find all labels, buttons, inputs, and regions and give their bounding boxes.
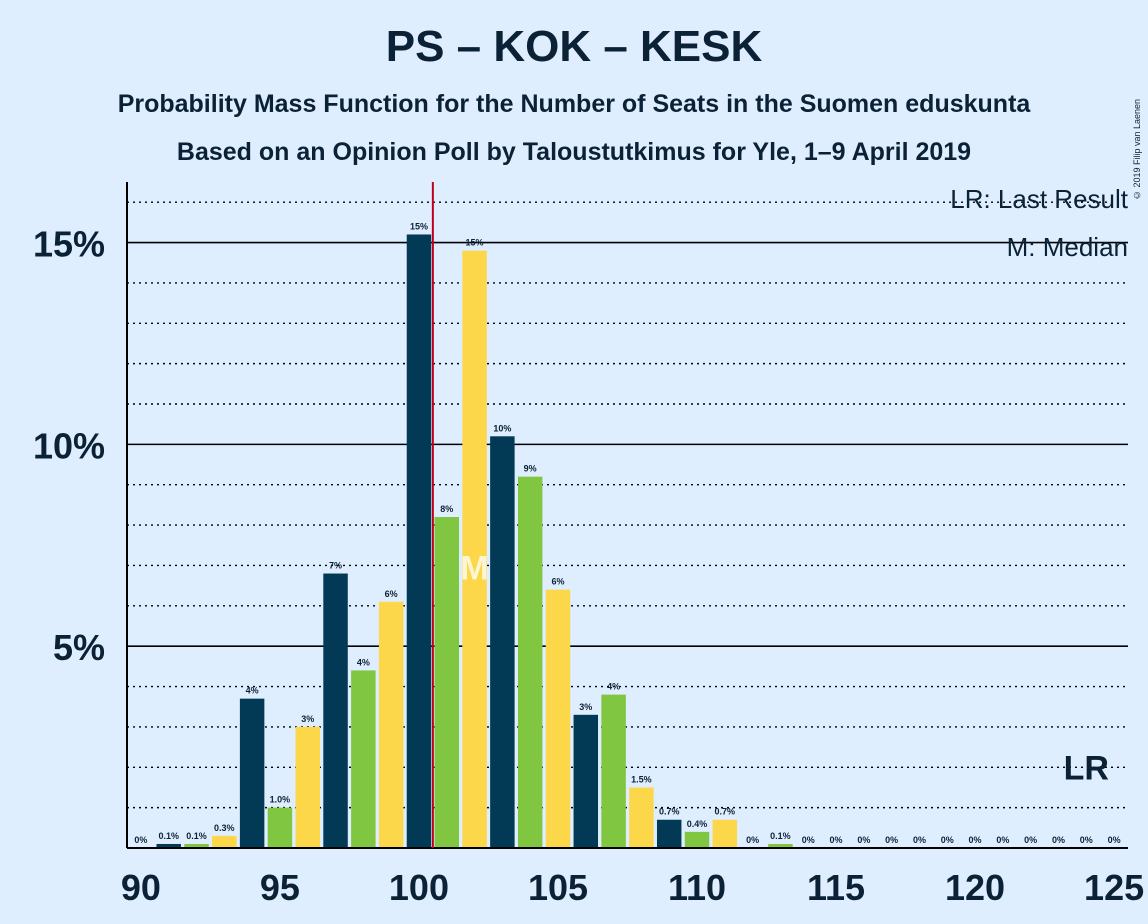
bar: [156, 843, 181, 848]
bar: [239, 698, 265, 848]
x-tick-label: 95: [260, 867, 300, 908]
bar: [573, 714, 599, 848]
bar-value-label: 0.3%: [214, 823, 235, 833]
bar-value-label: 0%: [830, 835, 843, 845]
bar: [295, 726, 320, 848]
grid-lines: [127, 201, 1128, 809]
bar-value-label: 0.4%: [687, 819, 708, 829]
bar-value-label: 0.7%: [715, 807, 736, 817]
bar: [462, 250, 487, 849]
legend-median: M: Median: [1006, 232, 1128, 262]
bar: [684, 831, 710, 848]
bar-value-label: 10%: [493, 423, 511, 433]
bar-value-label: 15%: [410, 221, 428, 231]
bar-value-label: 1.0%: [270, 795, 291, 805]
bar: [656, 819, 682, 848]
median-marker: M: [460, 549, 488, 587]
bar: [434, 517, 459, 848]
y-tick-label: 10%: [33, 425, 105, 466]
bar-value-label: 0.1%: [186, 831, 207, 841]
chart-subtitle: Probability Mass Function for the Number…: [117, 90, 1031, 118]
bar-value-label: 0%: [913, 835, 926, 845]
bar-value-label: 0.1%: [158, 831, 179, 841]
y-tick-label: 15%: [33, 224, 105, 265]
x-tick-label: 125: [1084, 867, 1144, 908]
bar: [323, 573, 348, 848]
bar-value-label: 1.5%: [631, 774, 652, 784]
bar: [629, 787, 654, 848]
bar-value-label: 0%: [1052, 835, 1065, 845]
bar-value-label: 6%: [551, 577, 564, 587]
bar: [351, 670, 376, 848]
y-tick-label: 5%: [53, 627, 105, 668]
bar: [378, 601, 404, 848]
bar-value-label: 0%: [941, 835, 954, 845]
bar-labels: 0% 0.1% 0.1% 0.3% 4% 1.0% 3% 7% 4% 6% 15% 8% 15% 10% 9…: [134, 221, 1120, 845]
bar-value-label: 0.1%: [770, 831, 791, 841]
chart-title: PS – KOK – KESK: [385, 22, 763, 71]
bar-value-label: 0%: [857, 835, 870, 845]
bar-value-label: 0%: [885, 835, 898, 845]
bar-value-label: 15%: [466, 238, 484, 248]
bar-value-label: 3%: [579, 702, 592, 712]
bar-value-label: 7%: [329, 561, 342, 571]
last-result-marker: LR: [1064, 749, 1109, 787]
bars: [156, 234, 793, 849]
bar: [267, 807, 293, 848]
legend-last-result: LR: Last Result: [950, 184, 1128, 214]
bar: [601, 694, 626, 848]
bar-value-label: 0%: [1024, 835, 1037, 845]
bar-value-label: 8%: [440, 504, 453, 514]
bar-value-label: 0%: [802, 835, 815, 845]
bar: [517, 476, 543, 848]
bar: [490, 436, 515, 848]
bar-value-label: 0%: [1080, 835, 1093, 845]
x-tick-label: 110: [668, 867, 726, 908]
bar: [184, 843, 209, 848]
markers: M LR: [431, 182, 1109, 848]
x-tick-label: 90: [121, 867, 161, 908]
bar: [406, 234, 432, 849]
x-tick-label: 115: [807, 867, 865, 908]
x-tick-label: 105: [528, 867, 588, 908]
bar: [545, 589, 571, 848]
bar-value-label: 0%: [134, 835, 147, 845]
bar-value-label: 3%: [301, 714, 314, 724]
bar-value-label: 0%: [1108, 835, 1121, 845]
bar-value-label: 6%: [385, 589, 398, 599]
bar-value-label: 0%: [969, 835, 982, 845]
bar-value-label: 0%: [746, 835, 759, 845]
x-tick-label: 100: [389, 867, 449, 908]
bar-value-label: 4%: [607, 682, 620, 692]
axes: 5% 10% 15% 90 95 100 105 110 115 120 125: [33, 182, 1144, 908]
bar-value-label: 4%: [357, 657, 370, 667]
bar: [768, 843, 793, 848]
bar-value-label: 0.7%: [659, 807, 680, 817]
bar-value-label: 4%: [246, 686, 259, 696]
bar: [712, 819, 738, 848]
bar: [212, 835, 237, 848]
bar-value-label: 9%: [524, 464, 537, 474]
x-tick-label: 120: [945, 867, 1005, 908]
bar-value-label: 0%: [996, 835, 1009, 845]
chart-subtitle-poll: Based on an Opinion Poll by Taloustutkim…: [176, 138, 972, 166]
